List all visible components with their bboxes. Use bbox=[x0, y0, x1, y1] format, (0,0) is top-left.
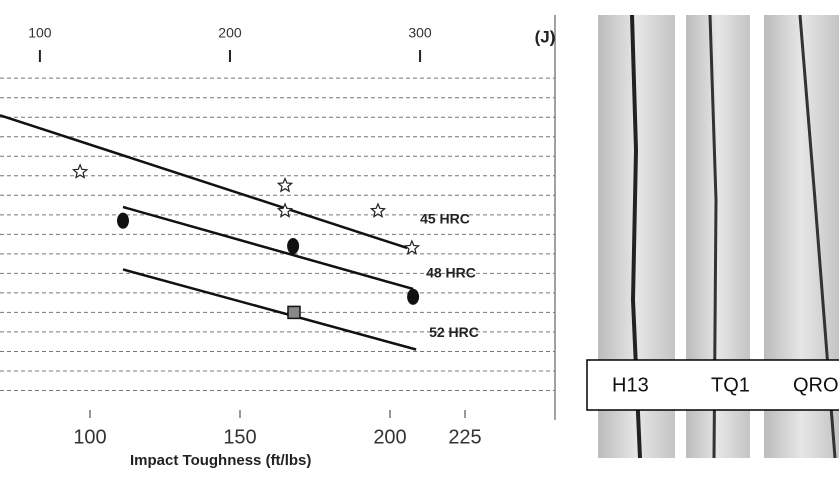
square-point bbox=[287, 305, 301, 320]
photo-label: QRO90 bbox=[793, 374, 839, 396]
trend-label: 45 HRC bbox=[420, 211, 470, 227]
x-tick-label: 150 bbox=[223, 426, 256, 448]
trend-line bbox=[122, 205, 414, 291]
x2-tick-label: 200 bbox=[218, 25, 242, 41]
x2-tick-label: 100 bbox=[28, 25, 52, 41]
circle-point bbox=[287, 238, 300, 255]
x-axis-title: Impact Toughness (ft/lbs) bbox=[130, 452, 311, 469]
circle-point bbox=[117, 212, 129, 229]
label-box bbox=[586, 359, 839, 411]
photos bbox=[586, 14, 839, 459]
star-point bbox=[369, 202, 387, 218]
star-point bbox=[276, 176, 294, 193]
trend-label: 52 HRC bbox=[429, 324, 479, 340]
star-point bbox=[276, 202, 294, 218]
x-tick-label: 100 bbox=[73, 426, 106, 448]
x2-tick-label: 300 bbox=[408, 25, 432, 41]
star-point bbox=[71, 163, 89, 179]
x-tick-label: 200 bbox=[373, 426, 406, 448]
photo-label: H13 bbox=[612, 374, 649, 396]
trend-label: 48 HRC bbox=[426, 265, 476, 281]
circle-point bbox=[407, 288, 420, 305]
trend-line bbox=[122, 268, 417, 351]
photo-label: TQ1 bbox=[711, 374, 750, 396]
x2-unit: (J) bbox=[535, 27, 556, 46]
trend-line bbox=[0, 114, 408, 250]
x-tick-label: 225 bbox=[448, 426, 481, 448]
star-point bbox=[403, 239, 421, 255]
